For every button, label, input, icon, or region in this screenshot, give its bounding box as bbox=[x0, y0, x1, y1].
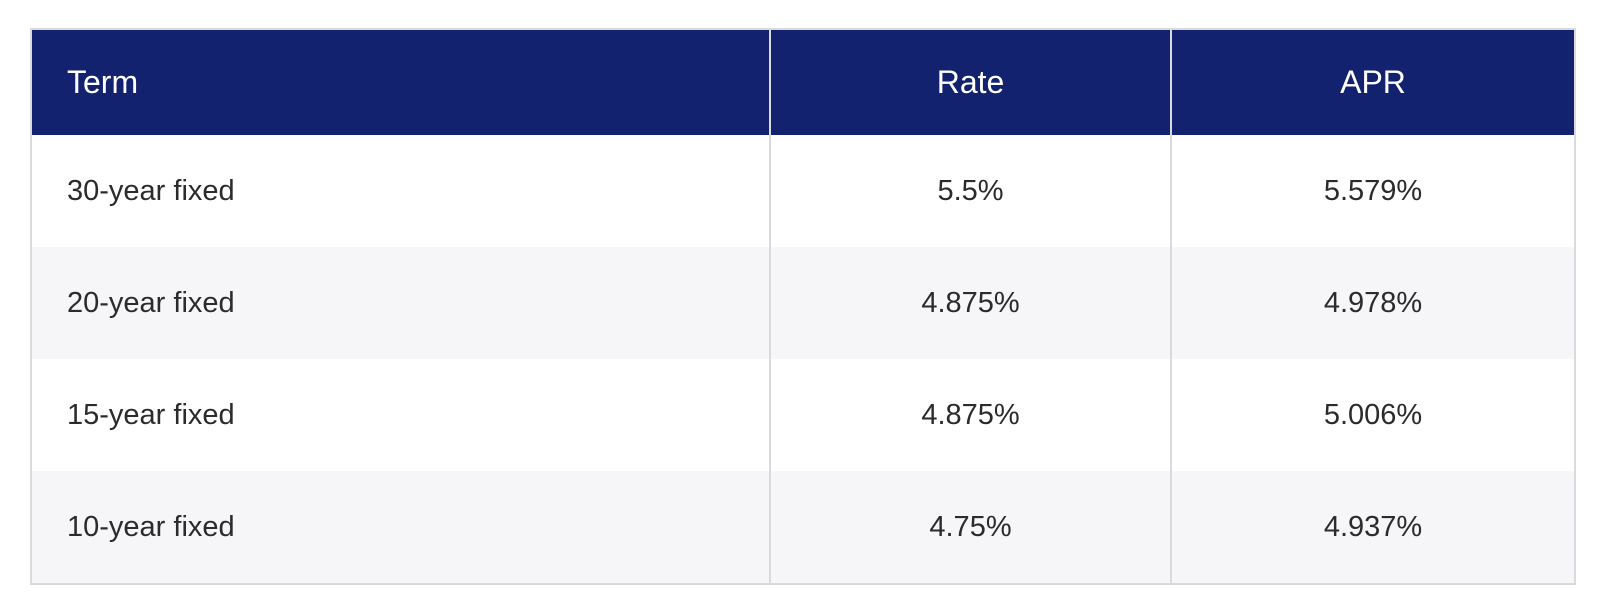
table-row: 15-year fixed 4.875% 5.006% bbox=[32, 359, 1574, 471]
table-header-row: Term Rate APR bbox=[32, 30, 1574, 135]
rate-cell: 4.75% bbox=[771, 471, 1172, 583]
mortgage-rates-table: Term Rate APR 30-year fixed 5.5% 5.579% … bbox=[30, 28, 1576, 585]
rate-cell: 4.875% bbox=[771, 359, 1172, 471]
table-row: 10-year fixed 4.75% 4.937% bbox=[32, 471, 1574, 583]
apr-cell: 4.978% bbox=[1172, 247, 1574, 359]
term-cell: 15-year fixed bbox=[32, 359, 771, 471]
apr-cell: 4.937% bbox=[1172, 471, 1574, 583]
term-cell: 20-year fixed bbox=[32, 247, 771, 359]
table-row: 30-year fixed 5.5% 5.579% bbox=[32, 135, 1574, 247]
apr-cell: 5.006% bbox=[1172, 359, 1574, 471]
column-header-term: Term bbox=[32, 30, 771, 135]
column-header-apr: APR bbox=[1172, 30, 1574, 135]
rate-cell: 5.5% bbox=[771, 135, 1172, 247]
table-row: 20-year fixed 4.875% 4.978% bbox=[32, 247, 1574, 359]
rate-cell: 4.875% bbox=[771, 247, 1172, 359]
term-cell: 10-year fixed bbox=[32, 471, 771, 583]
term-cell: 30-year fixed bbox=[32, 135, 771, 247]
column-header-rate: Rate bbox=[771, 30, 1172, 135]
apr-cell: 5.579% bbox=[1172, 135, 1574, 247]
